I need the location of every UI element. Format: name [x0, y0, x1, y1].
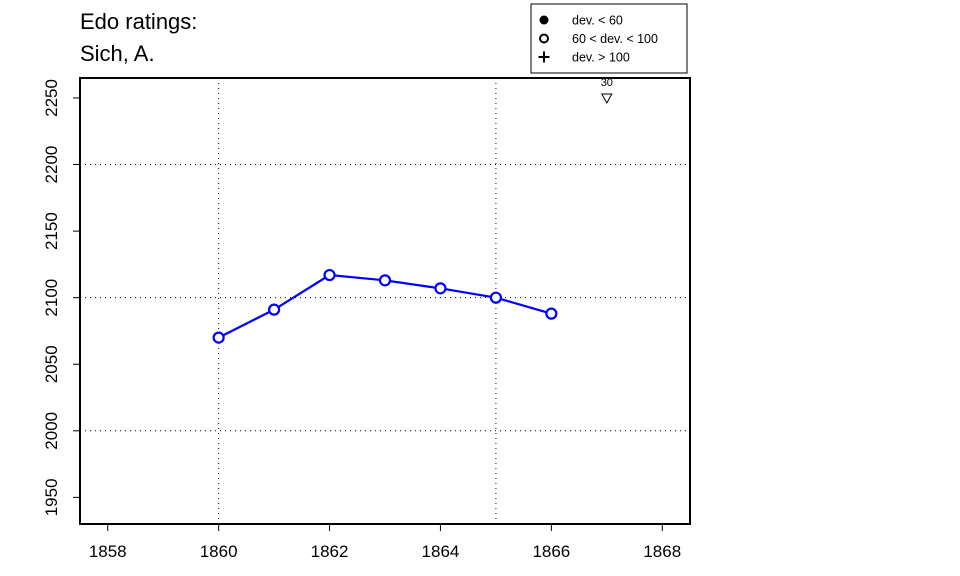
y-tick-label: 1950 [42, 478, 61, 516]
y-tick-label: 2100 [42, 279, 61, 317]
x-tick-label: 1868 [643, 542, 681, 561]
annotation-label: 30 [601, 77, 613, 89]
y-tick-label: 2250 [42, 79, 61, 117]
data-point [323, 268, 336, 282]
plot-frame [79, 77, 691, 525]
x-tick-label: 1858 [89, 542, 127, 561]
chart-title-line-1: Edo ratings: [80, 9, 198, 34]
x-tick-label: 1864 [422, 542, 460, 561]
data-point [378, 274, 392, 287]
annotation-down-triangle-marker [600, 93, 613, 104]
data-point [545, 307, 558, 320]
data-point [267, 303, 281, 316]
x-tick-label: 1862 [311, 542, 349, 561]
data-point [434, 282, 447, 295]
y-tick-label: 2050 [42, 345, 61, 383]
data-point [489, 291, 503, 304]
legend-box [530, 3, 688, 74]
y-tick-label: 2200 [42, 146, 61, 184]
legend-label: dev. < 60 [572, 14, 623, 28]
y-tick-label: 2000 [42, 412, 61, 450]
legend-marker-open-circle [539, 33, 549, 44]
legend-marker-filled-circle [539, 15, 549, 25]
legend-label: 60 < dev. < 100 [572, 32, 658, 46]
legend-label: dev. > 100 [572, 51, 630, 65]
data-point [212, 331, 225, 344]
x-tick-label: 1866 [532, 542, 570, 561]
x-tick-label: 1860 [200, 542, 238, 561]
chart-title-line-2: Sich, A. [80, 41, 155, 66]
y-tick-label: 2150 [42, 212, 61, 250]
